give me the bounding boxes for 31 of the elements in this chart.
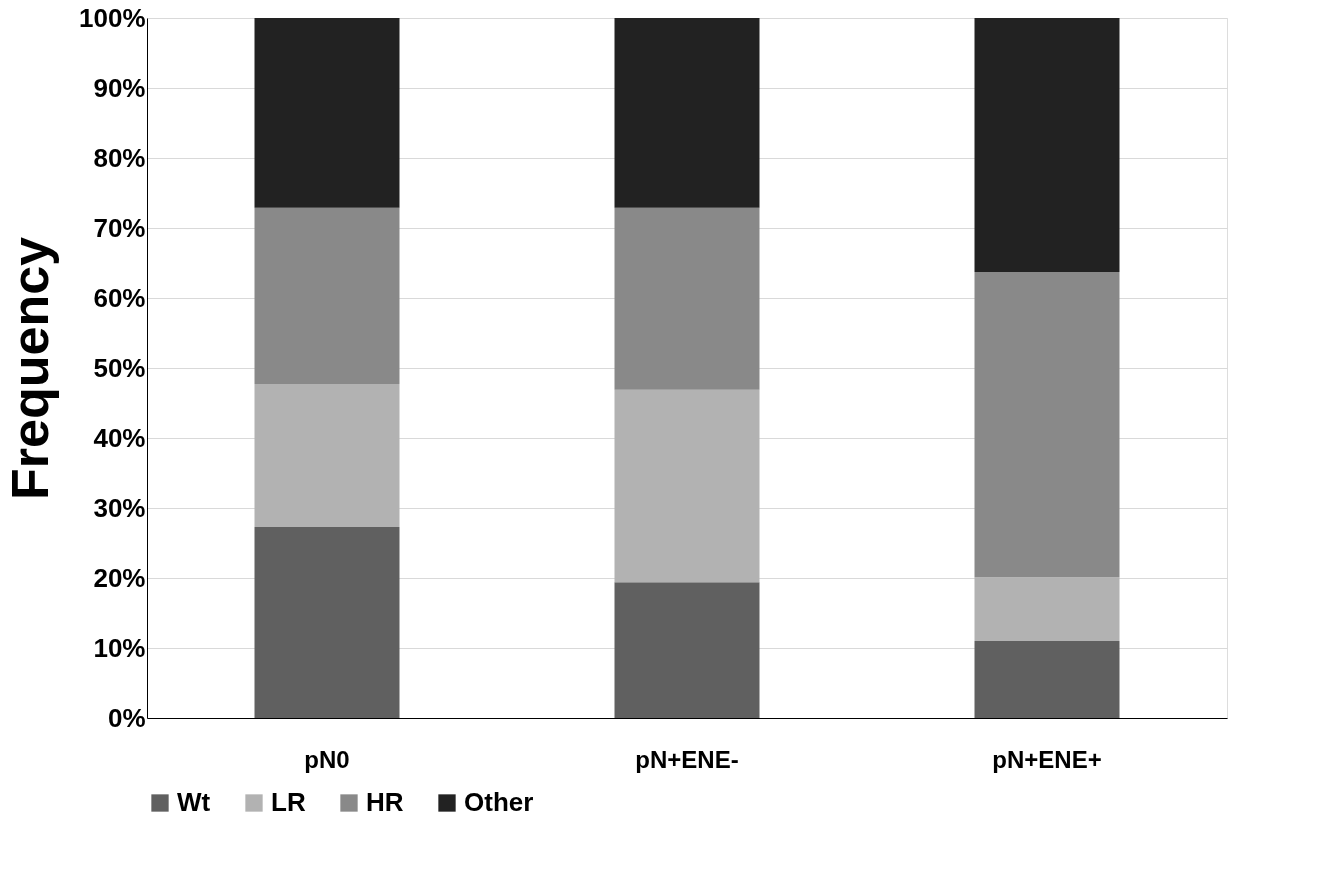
y-tick-label: 20%	[93, 562, 146, 593]
x-tick-label: pN+ENE+	[992, 745, 1102, 773]
bar	[614, 18, 760, 208]
bar	[614, 207, 760, 390]
legend-label: HR	[366, 787, 404, 817]
y-tick-label: 30%	[93, 492, 146, 523]
y-tick-label: 70%	[93, 212, 146, 243]
legend-label: Other	[464, 787, 534, 817]
bar	[974, 577, 1120, 641]
bar	[614, 582, 760, 718]
y-tick-label: 100%	[79, 2, 146, 33]
y-tick-label: 10%	[93, 632, 146, 663]
y-tick-label: 0%	[107, 702, 146, 733]
y-tick-label: 90%	[93, 72, 146, 103]
bar	[974, 18, 1120, 273]
bar	[254, 207, 400, 385]
x-tick-label: pN0	[304, 745, 350, 773]
bar	[254, 18, 400, 208]
y-tick-label: 40%	[93, 422, 146, 453]
bar	[974, 641, 1120, 718]
bar	[254, 526, 400, 718]
bar	[614, 389, 760, 583]
legend-label: Wt	[177, 787, 211, 817]
y-tick-label: 50%	[93, 352, 146, 383]
x-tick-label: pN+ENE-	[635, 745, 739, 773]
y-axis-title: Frequency	[1, 236, 59, 500]
legend-label: LR	[271, 787, 306, 817]
y-tick-label: 60%	[93, 282, 146, 313]
y-tick-label: 80%	[93, 142, 146, 173]
bar	[974, 272, 1120, 578]
bar	[254, 384, 400, 527]
